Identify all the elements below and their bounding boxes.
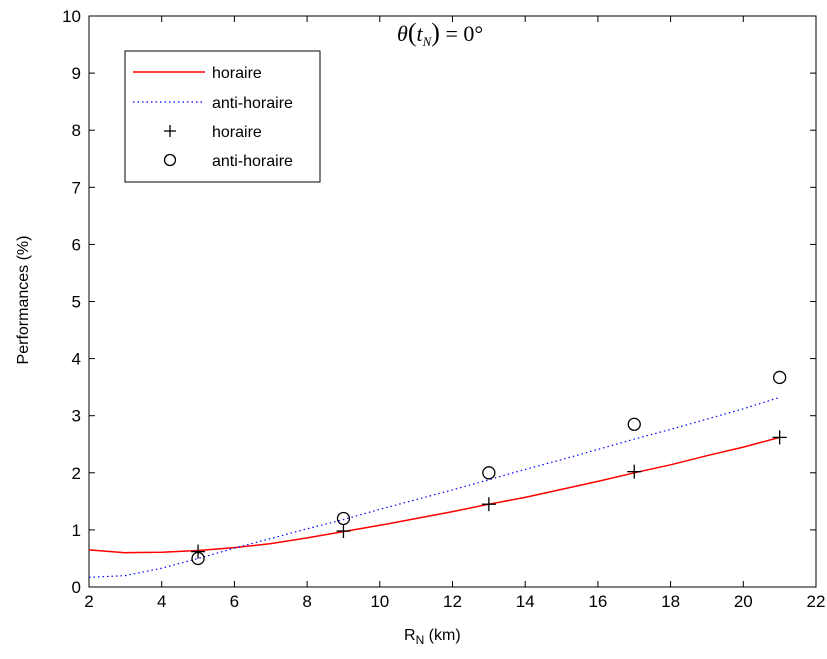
- y-tick-label: 1: [72, 521, 81, 540]
- marker-circle-anti-horaire: [627, 417, 641, 431]
- x-tick-label: 16: [588, 592, 607, 611]
- y-axis-ticks: 0 1 2 3 4 5 6 7 8 9 10: [62, 7, 816, 597]
- legend-swatch-anti-horaire-marker: [163, 153, 177, 167]
- y-tick-label: 5: [72, 293, 81, 312]
- y-tick-label: 6: [72, 235, 81, 254]
- chart-title: θ(tN) = 0°: [397, 18, 483, 49]
- marker-circle-anti-horaire: [336, 511, 351, 526]
- x-axis-ticks: 2 4 6 8 10 12 14 16 18 20 22: [84, 16, 825, 611]
- x-tick-label: 4: [157, 592, 166, 611]
- y-tick-label: 2: [72, 464, 81, 483]
- legend-label-anti-horaire-line: anti-horaire: [212, 95, 293, 112]
- x-tick-label: 10: [370, 592, 389, 611]
- y-tick-label: 9: [72, 64, 81, 83]
- y-tick-label: 4: [72, 350, 81, 369]
- x-tick-label: 6: [230, 592, 239, 611]
- y-tick-label: 10: [62, 7, 81, 26]
- series-layer: [88, 370, 787, 578]
- legend: horaire anti-horaire horaire anti-horair…: [124, 50, 321, 183]
- x-tick-label: 8: [302, 592, 311, 611]
- x-label-subscript: N: [416, 633, 425, 647]
- y-tick-label: 7: [72, 178, 81, 197]
- marker-circle-anti-horaire: [191, 551, 205, 566]
- y-axis-label: Performances (%): [15, 236, 32, 365]
- title-rest: = 0°: [440, 21, 483, 46]
- marker-circle-anti-horaire: [482, 466, 496, 480]
- y-tick-label: 3: [72, 407, 81, 426]
- legend-label-anti-horaire-marker: anti-horaire: [212, 153, 293, 170]
- marker-plus-horaire: [627, 464, 642, 479]
- title-theta: θ: [397, 21, 408, 46]
- x-label-rest: (km): [424, 627, 460, 644]
- title-t: t: [416, 21, 423, 46]
- x-tick-label: 12: [443, 592, 462, 611]
- title-close-paren: ): [431, 18, 440, 47]
- x-label-main: R: [404, 627, 416, 644]
- legend-box: [124, 50, 321, 183]
- marker-circle-anti-horaire: [773, 370, 787, 385]
- title-open-paren: (: [408, 18, 417, 47]
- x-tick-label: 20: [734, 592, 753, 611]
- marker-plus-horaire: [772, 430, 787, 445]
- legend-label-horaire-line: horaire: [212, 65, 262, 82]
- marker-plus-horaire: [191, 544, 206, 559]
- x-tick-label: 18: [661, 592, 680, 611]
- marker-plus-horaire: [481, 497, 496, 512]
- x-tick-label: 2: [84, 592, 93, 611]
- legend-swatch-horaire-marker: [164, 125, 176, 137]
- y-tick-label: 0: [72, 578, 81, 597]
- x-tick-label: 22: [807, 592, 826, 611]
- legend-label-horaire-marker: horaire: [212, 124, 262, 141]
- y-tick-label: 8: [72, 121, 81, 140]
- x-axis-label: RN (km): [404, 627, 461, 647]
- title-subscript: N: [422, 34, 433, 49]
- x-tick-label: 14: [516, 592, 535, 611]
- marker-plus-horaire: [336, 524, 351, 539]
- series-line-horaire-solid: [88, 436, 780, 554]
